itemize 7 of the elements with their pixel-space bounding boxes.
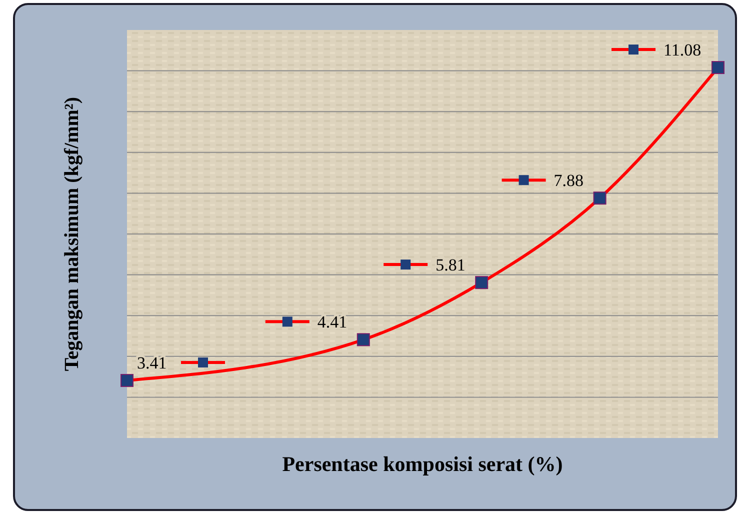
data-label: 7.88 bbox=[554, 171, 584, 190]
data-label: 4.41 bbox=[317, 312, 348, 332]
y-axis-title: Tegangan maksimum (kgf/mm²) bbox=[61, 96, 83, 372]
data-label: 5.81 bbox=[436, 256, 466, 275]
data-label: 3.41 bbox=[137, 353, 167, 372]
x-axis-title: Persentase komposisi serat (%) bbox=[282, 452, 563, 476]
data-label: 11.08 bbox=[664, 40, 702, 60]
